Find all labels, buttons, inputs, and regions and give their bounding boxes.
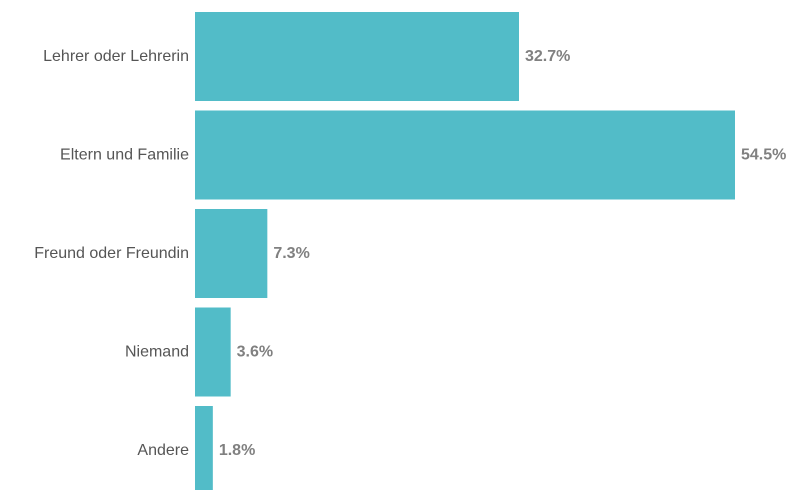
value-label-4: 1.8% [219,442,255,459]
category-label-3: Niemand [125,344,189,361]
value-label-0: 32.7% [525,48,570,65]
category-label-2: Freund oder Freundin [34,245,189,262]
bar-2 [195,209,268,298]
bar-1 [195,110,735,200]
bar-0 [195,12,519,101]
bar-4 [195,406,213,490]
bar-3 [195,307,231,397]
value-label-1: 54.5% [741,147,786,164]
value-label-3: 3.6% [237,344,273,361]
category-label-1: Eltern und Familie [60,147,189,164]
value-label-2: 7.3% [273,245,309,262]
category-label-4: Andere [137,442,189,459]
category-label-0: Lehrer oder Lehrerin [43,48,189,65]
